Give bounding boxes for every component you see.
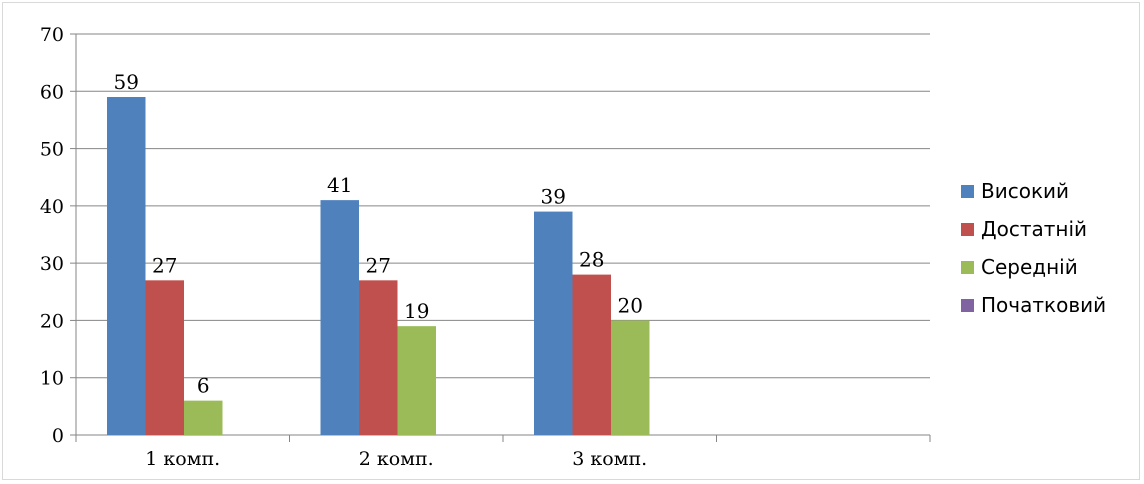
y-tick-label: 50 [40,139,64,161]
gridlines [76,33,930,379]
data-label: 20 [618,293,643,317]
data-label: 28 [579,248,604,272]
legend-swatch [961,261,974,274]
legend-swatch [961,185,974,198]
data-label: 41 [327,173,352,197]
bar [184,400,223,435]
data-label: 19 [404,299,429,323]
x-tick-label: 1 комп. [145,448,220,470]
y-tick-label: 0 [52,425,64,447]
bar [534,211,573,435]
bar [572,274,611,435]
x-tick-label: 2 комп. [359,448,434,470]
data-label: 6 [197,374,210,398]
legend-swatch [961,299,974,312]
bar [359,280,398,435]
y-tick-label: 10 [40,368,64,390]
bars [107,97,650,435]
data-label: 27 [152,253,177,277]
y-tick-label: 70 [40,24,64,46]
legend-label: Середній [981,255,1078,279]
bar [107,97,146,435]
bar [145,280,184,435]
y-tick-label: 20 [40,310,64,332]
bar [397,326,436,435]
y-axis: 0 10 20 30 40 50 60 70 [40,24,77,447]
y-tick-label: 60 [40,81,64,103]
y-tick-label: 30 [40,253,64,275]
legend: Високий Достатній Середній Початковий [961,179,1106,317]
legend-label: Високий [981,179,1069,203]
x-axis: 1 комп. 2 комп. 3 комп. [75,434,931,470]
x-tick-label: 3 комп. [572,448,647,470]
data-label: 59 [114,70,139,94]
legend-label: Достатній [981,217,1087,241]
data-labels: 59 27 6 41 27 19 39 28 20 [114,70,643,398]
data-label: 39 [541,185,566,209]
legend-label: Початковий [981,293,1106,317]
legend-swatch [961,223,974,236]
y-tick-label: 40 [40,196,64,218]
bar [320,200,359,435]
data-label: 27 [366,253,391,277]
bar [611,320,650,435]
